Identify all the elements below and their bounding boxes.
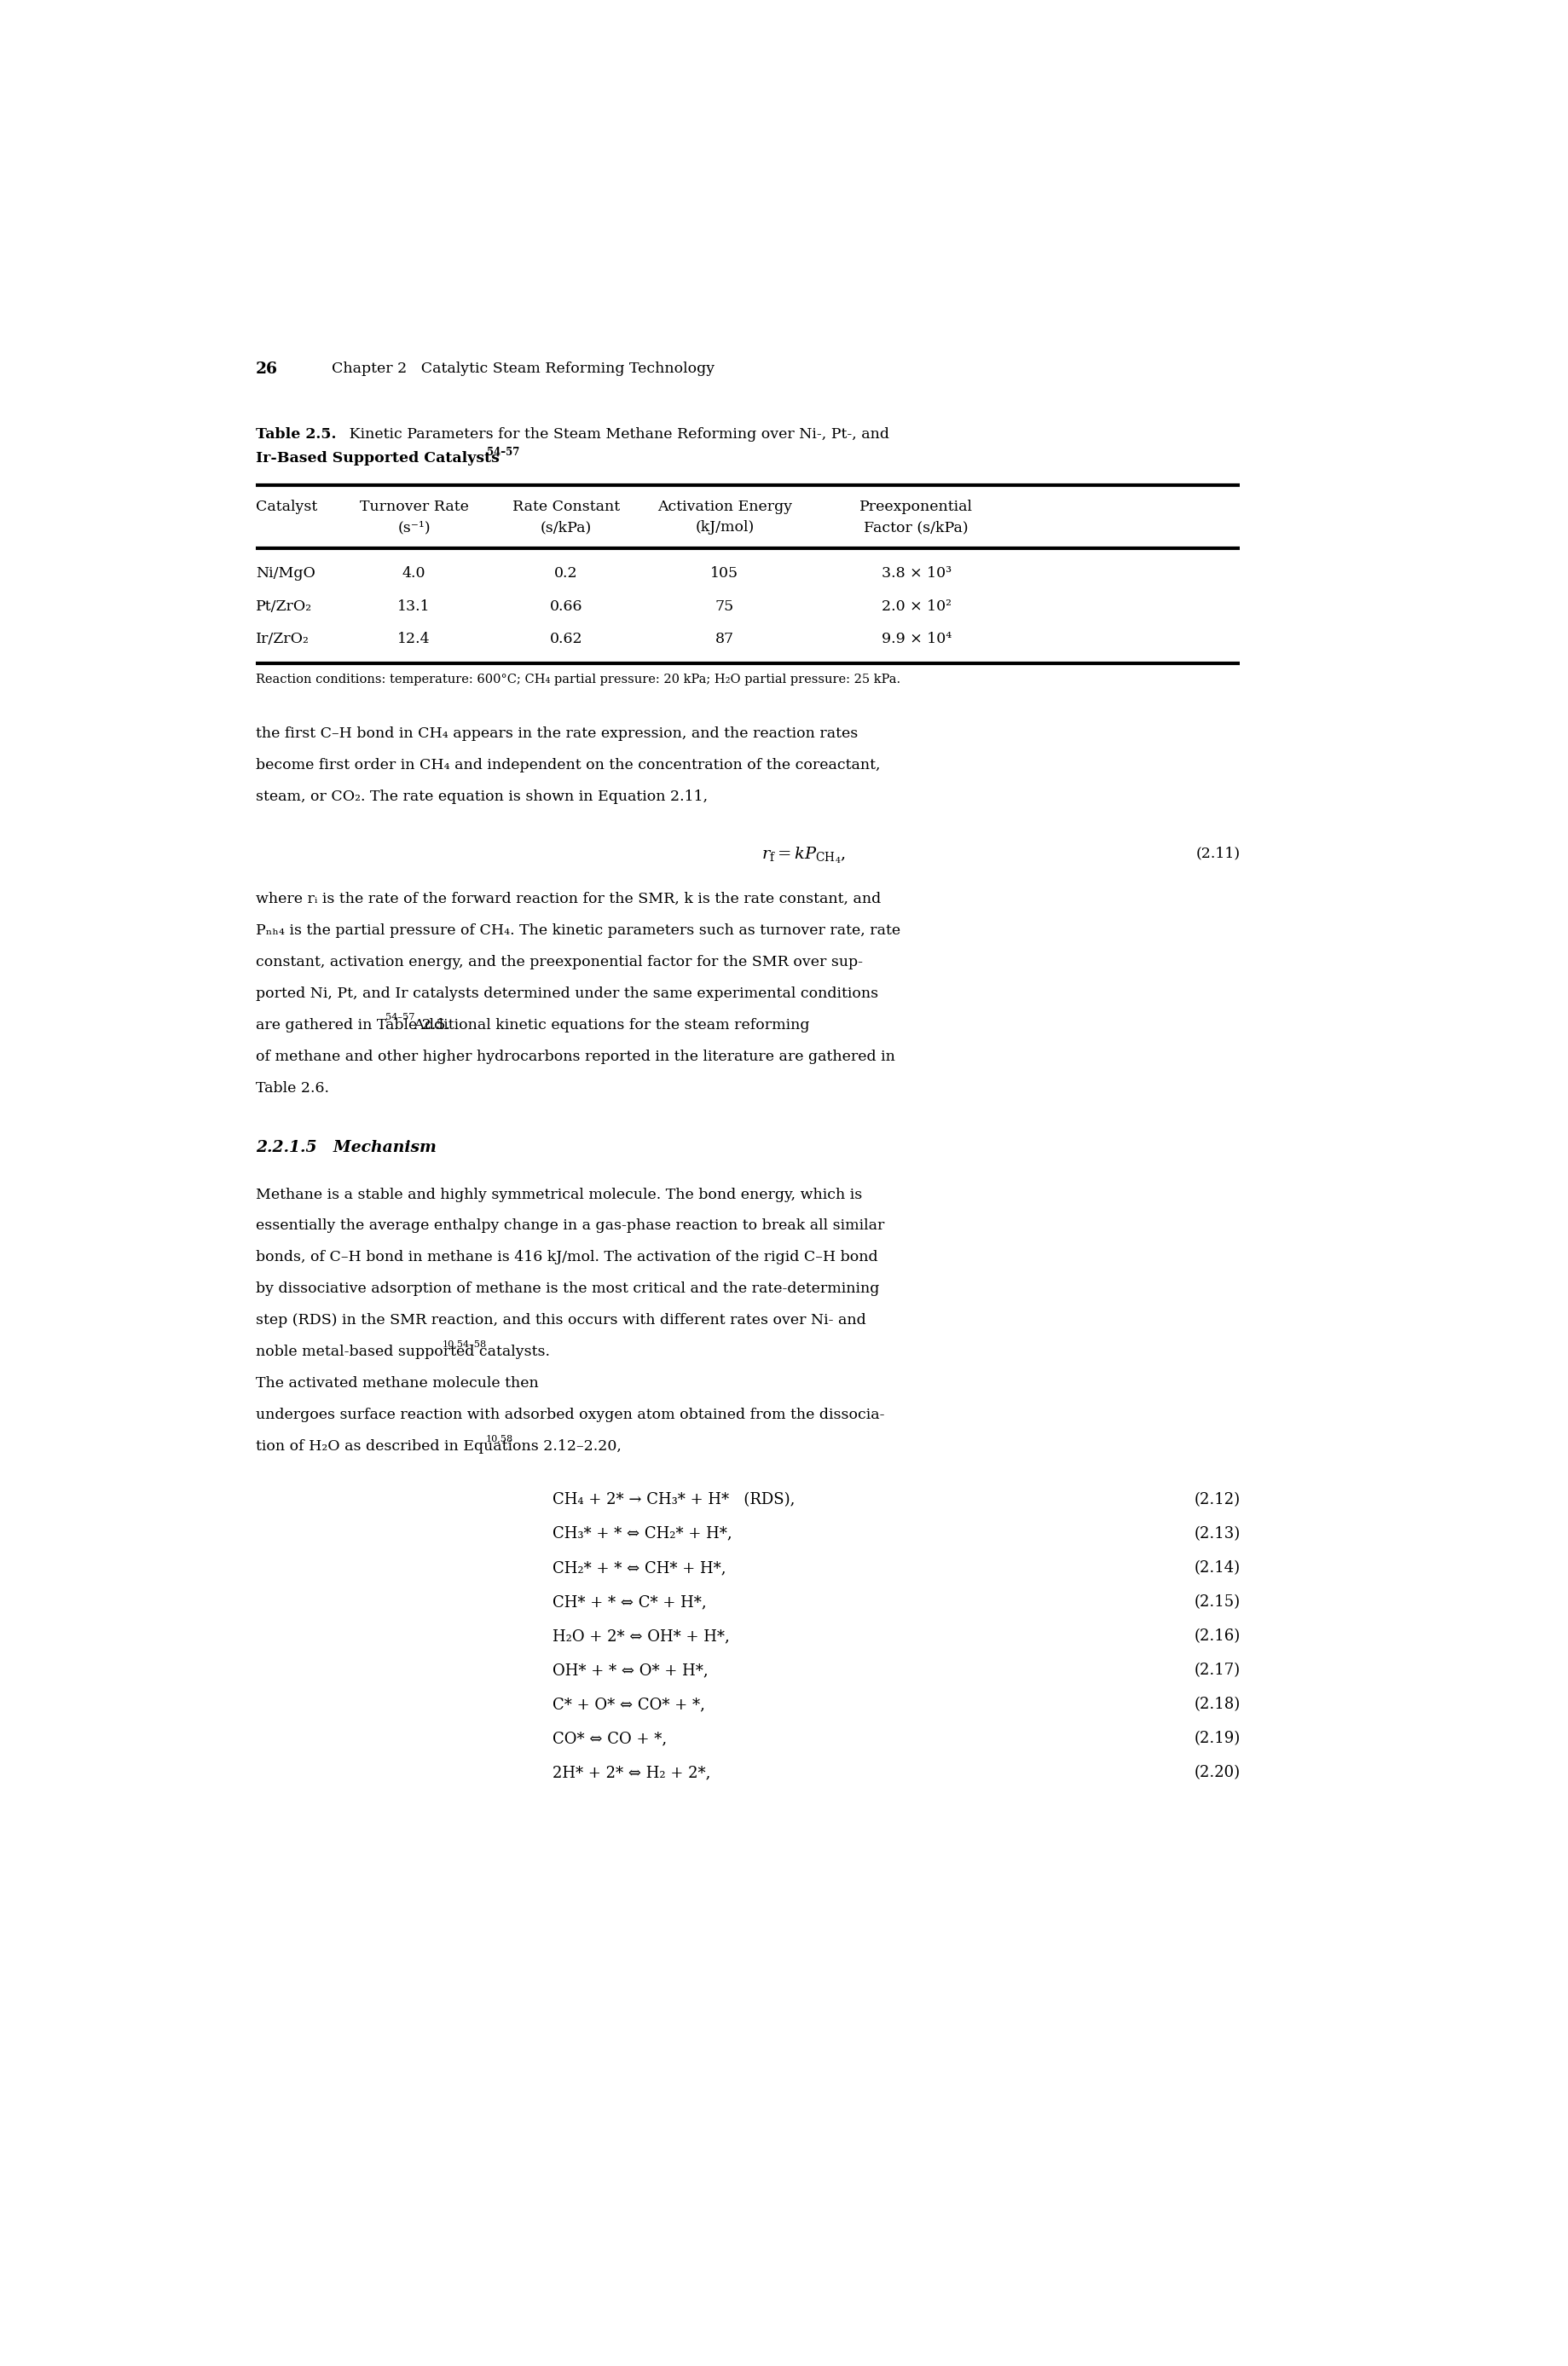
Text: Catalyst: Catalyst	[256, 499, 317, 513]
Text: OH* + * ⇔ O* + H*,: OH* + * ⇔ O* + H*,	[552, 1663, 709, 1677]
Text: CH* + * ⇔ C* + H*,: CH* + * ⇔ C* + H*,	[552, 1595, 707, 1609]
Text: step (RDS) in the SMR reaction, and this occurs with different rates over Ni- an: step (RDS) in the SMR reaction, and this…	[256, 1313, 866, 1327]
Text: (2.14): (2.14)	[1193, 1559, 1239, 1576]
Text: ported Ni, Pt, and Ir catalysts determined under the same experimental condition: ported Ni, Pt, and Ir catalysts determin…	[256, 987, 878, 1001]
Text: 75: 75	[715, 599, 734, 613]
Text: 10,54–58: 10,54–58	[442, 1339, 486, 1349]
Text: Reaction conditions: temperature: 600°C; CH₄ partial pressure: 20 kPa; H₂O parti: Reaction conditions: temperature: 600°C;…	[256, 674, 900, 686]
Text: The activated methane molecule then: The activated methane molecule then	[256, 1377, 538, 1391]
Text: CO* ⇔ CO + *,: CO* ⇔ CO + *,	[552, 1732, 666, 1746]
Text: Table 2.6.: Table 2.6.	[256, 1081, 329, 1095]
Text: (s⁻¹): (s⁻¹)	[397, 521, 430, 535]
Text: 105: 105	[710, 565, 739, 580]
Text: Preexponential: Preexponential	[859, 499, 972, 513]
Text: (2.11): (2.11)	[1195, 847, 1239, 861]
Text: Activation Energy: Activation Energy	[657, 499, 792, 513]
Text: of methane and other higher hydrocarbons reported in the literature are gathered: of methane and other higher hydrocarbons…	[256, 1051, 894, 1065]
Text: 0.66: 0.66	[549, 599, 582, 613]
Text: 9.9 × 10⁴: 9.9 × 10⁴	[881, 632, 950, 646]
Text: noble metal-based supported catalysts.: noble metal-based supported catalysts.	[256, 1344, 549, 1360]
Text: Methane is a stable and highly symmetrical molecule. The bond energy, which is: Methane is a stable and highly symmetric…	[256, 1188, 861, 1202]
Text: the first C–H bond in CH₄ appears in the rate expression, and the reaction rates: the first C–H bond in CH₄ appears in the…	[256, 726, 858, 741]
Text: (2.20): (2.20)	[1193, 1765, 1239, 1779]
Text: (2.13): (2.13)	[1193, 1526, 1239, 1540]
Text: Ni/MgO: Ni/MgO	[256, 565, 315, 580]
Text: 0.2: 0.2	[554, 565, 577, 580]
Text: Rate Constant: Rate Constant	[513, 499, 619, 513]
Text: 4.0: 4.0	[403, 565, 425, 580]
Text: Ir/ZrO₂: Ir/ZrO₂	[256, 632, 309, 646]
Text: by dissociative adsorption of methane is the most critical and the rate-determin: by dissociative adsorption of methane is…	[256, 1282, 878, 1297]
Text: bonds, of C–H bond in methane is 416 kJ/mol. The activation of the rigid C–H bon: bonds, of C–H bond in methane is 416 kJ/…	[256, 1249, 877, 1266]
Text: 12.4: 12.4	[397, 632, 430, 646]
Text: 2.0 × 10²: 2.0 × 10²	[881, 599, 950, 613]
Text: 54–57: 54–57	[386, 1013, 414, 1022]
Text: Additional kinetic equations for the steam reforming: Additional kinetic equations for the ste…	[409, 1017, 809, 1032]
Text: (2.17): (2.17)	[1193, 1663, 1239, 1677]
Text: Factor (s/kPa): Factor (s/kPa)	[864, 521, 967, 535]
Text: steam, or CO₂. The rate equation is shown in Equation 2.11,: steam, or CO₂. The rate equation is show…	[256, 790, 707, 804]
Text: (kJ/mol): (kJ/mol)	[695, 521, 754, 535]
Text: CH₃* + * ⇔ CH₂* + H*,: CH₃* + * ⇔ CH₂* + H*,	[552, 1526, 732, 1540]
Text: Chapter 2   Catalytic Steam Reforming Technology: Chapter 2 Catalytic Steam Reforming Tech…	[331, 362, 713, 376]
Text: tion of H₂O as described in Equations 2.12–2.20,: tion of H₂O as described in Equations 2.…	[256, 1439, 621, 1453]
Text: 87: 87	[715, 632, 734, 646]
Text: where rᵢ is the rate of the forward reaction for the SMR, k is the rate constant: where rᵢ is the rate of the forward reac…	[256, 892, 880, 906]
Text: 10,58: 10,58	[485, 1434, 513, 1443]
Text: C* + O* ⇔ CO* + *,: C* + O* ⇔ CO* + *,	[552, 1696, 706, 1713]
Text: constant, activation energy, and the preexponential factor for the SMR over sup-: constant, activation energy, and the pre…	[256, 956, 862, 970]
Text: 2.2.1.5   Mechanism: 2.2.1.5 Mechanism	[256, 1140, 436, 1155]
Text: Pt/ZrO₂: Pt/ZrO₂	[256, 599, 312, 613]
Text: $r_{\mathrm{f}} = kP_{\mathrm{CH}_4},$: $r_{\mathrm{f}} = kP_{\mathrm{CH}_4},$	[762, 847, 845, 866]
Text: CH₄ + 2* → CH₃* + H*   (RDS),: CH₄ + 2* → CH₃* + H* (RDS),	[552, 1493, 795, 1507]
Text: 54–57: 54–57	[486, 447, 519, 457]
Text: CH₂* + * ⇔ CH* + H*,: CH₂* + * ⇔ CH* + H*,	[552, 1559, 726, 1576]
Text: (2.19): (2.19)	[1193, 1732, 1239, 1746]
Text: (2.16): (2.16)	[1193, 1628, 1239, 1644]
Text: (2.15): (2.15)	[1193, 1595, 1239, 1609]
Text: H₂O + 2* ⇔ OH* + H*,: H₂O + 2* ⇔ OH* + H*,	[552, 1628, 729, 1644]
Text: are gathered in Table 2.5.: are gathered in Table 2.5.	[256, 1017, 450, 1032]
Text: 26: 26	[256, 362, 278, 376]
Text: become first order in CH₄ and independent on the concentration of the coreactant: become first order in CH₄ and independen…	[256, 757, 880, 771]
Text: 13.1: 13.1	[397, 599, 430, 613]
Text: essentially the average enthalpy change in a gas-phase reaction to break all sim: essentially the average enthalpy change …	[256, 1218, 884, 1233]
Text: Turnover Rate: Turnover Rate	[359, 499, 469, 513]
Text: 2H* + 2* ⇔ H₂ + 2*,: 2H* + 2* ⇔ H₂ + 2*,	[552, 1765, 710, 1779]
Text: (s/kPa): (s/kPa)	[539, 521, 591, 535]
Text: (2.12): (2.12)	[1193, 1493, 1239, 1507]
Text: Kinetic Parameters for the Steam Methane Reforming over Ni-, Pt-, and: Kinetic Parameters for the Steam Methane…	[334, 426, 889, 442]
Text: undergoes surface reaction with adsorbed oxygen atom obtained from the dissocia-: undergoes surface reaction with adsorbed…	[256, 1408, 884, 1422]
Text: Table 2.5.: Table 2.5.	[256, 426, 336, 442]
Text: (2.18): (2.18)	[1193, 1696, 1239, 1713]
Text: 3.8 × 10³: 3.8 × 10³	[881, 565, 950, 580]
Text: Pₙₕ₄ is the partial pressure of CH₄. The kinetic parameters such as turnover rat: Pₙₕ₄ is the partial pressure of CH₄. The…	[256, 923, 900, 937]
Text: Ir-Based Supported Catalysts: Ir-Based Supported Catalysts	[256, 450, 499, 466]
Text: 0.62: 0.62	[549, 632, 582, 646]
